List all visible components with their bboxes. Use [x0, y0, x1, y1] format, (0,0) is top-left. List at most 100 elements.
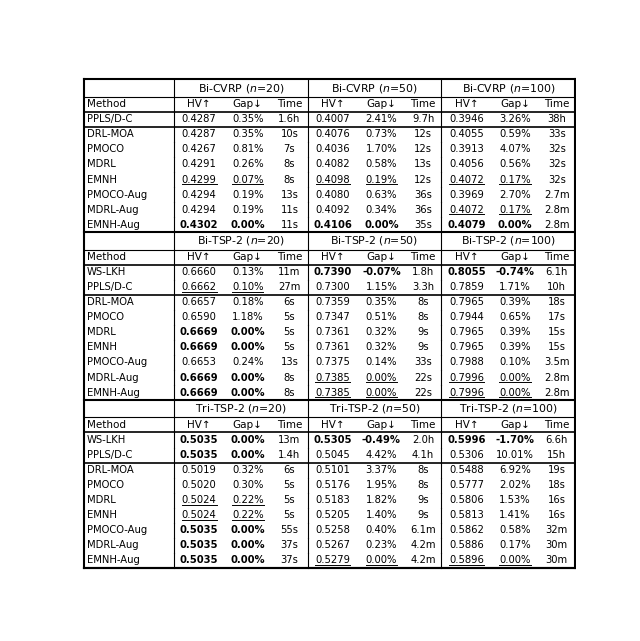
Text: 0.7300: 0.7300 [316, 282, 350, 292]
Text: 0.63%: 0.63% [365, 190, 397, 199]
Text: 1.40%: 1.40% [365, 510, 397, 520]
Text: 1.82%: 1.82% [365, 495, 397, 505]
Text: 0.7385: 0.7385 [316, 372, 350, 383]
Text: WS-LKH: WS-LKH [87, 435, 126, 445]
Text: 0.4072: 0.4072 [449, 204, 484, 215]
Text: 0.7965: 0.7965 [449, 328, 484, 337]
Text: 0.5024: 0.5024 [182, 495, 216, 505]
Text: 12s: 12s [414, 129, 432, 139]
Text: 0.00%: 0.00% [230, 526, 265, 535]
Text: 4.42%: 4.42% [365, 450, 397, 460]
Text: 0.5101: 0.5101 [316, 465, 350, 475]
Text: 0.7996: 0.7996 [449, 388, 484, 397]
Text: 0.22%: 0.22% [232, 495, 264, 505]
Text: 16s: 16s [548, 495, 566, 505]
Text: 8s: 8s [284, 160, 295, 169]
Text: -0.74%: -0.74% [495, 267, 534, 277]
Text: 0.7988: 0.7988 [449, 358, 484, 367]
Text: 18s: 18s [548, 297, 566, 307]
Text: 5s: 5s [284, 342, 295, 353]
Text: 0.32%: 0.32% [232, 465, 264, 475]
Text: MDRL-Aug: MDRL-Aug [87, 540, 139, 551]
Text: MDRL: MDRL [87, 495, 116, 505]
Text: 0.7965: 0.7965 [449, 297, 484, 307]
Text: 38h: 38h [547, 114, 566, 124]
Text: 36s: 36s [414, 190, 432, 199]
Text: 0.5045: 0.5045 [316, 450, 350, 460]
Text: Gap↓: Gap↓ [500, 420, 530, 430]
Text: 0.6669: 0.6669 [180, 372, 218, 383]
Text: 0.26%: 0.26% [232, 160, 264, 169]
Text: 0.00%: 0.00% [230, 328, 265, 337]
Text: 19s: 19s [548, 465, 566, 475]
Text: Time: Time [276, 420, 302, 430]
Text: DRL-MOA: DRL-MOA [87, 465, 134, 475]
Text: EMNH: EMNH [87, 510, 117, 520]
Text: 0.5305: 0.5305 [314, 435, 352, 445]
Text: 0.6590: 0.6590 [182, 312, 216, 322]
Text: 0.58%: 0.58% [499, 526, 531, 535]
Text: 0.00%: 0.00% [499, 388, 531, 397]
Text: 8s: 8s [417, 465, 429, 475]
Text: 36s: 36s [414, 204, 432, 215]
Text: PMOCO-Aug: PMOCO-Aug [87, 190, 147, 199]
Text: Bi-CVRP ($n$=50): Bi-CVRP ($n$=50) [332, 81, 418, 94]
Text: 3.3h: 3.3h [412, 282, 434, 292]
Text: Gap↓: Gap↓ [233, 420, 262, 430]
Text: 9s: 9s [417, 510, 429, 520]
Text: 0.00%: 0.00% [230, 372, 265, 383]
Text: 0.5896: 0.5896 [449, 556, 484, 565]
Text: 13m: 13m [278, 435, 301, 445]
Text: 32s: 32s [548, 174, 566, 185]
Text: 1.18%: 1.18% [232, 312, 264, 322]
Text: HV↑: HV↑ [188, 99, 211, 109]
Text: 0.35%: 0.35% [365, 297, 397, 307]
Text: 0.5279: 0.5279 [316, 556, 350, 565]
Text: 12s: 12s [414, 174, 432, 185]
Text: 6.1h: 6.1h [545, 267, 568, 277]
Text: 0.4076: 0.4076 [316, 129, 350, 139]
Text: 0.00%: 0.00% [230, 388, 265, 397]
Text: 0.4299: 0.4299 [182, 174, 216, 185]
Text: 0.5488: 0.5488 [449, 465, 484, 475]
Text: PMOCO: PMOCO [87, 144, 124, 154]
Text: 0.7944: 0.7944 [449, 312, 484, 322]
Text: 10s: 10s [280, 129, 298, 139]
Text: 1.8h: 1.8h [412, 267, 434, 277]
Text: MDRL: MDRL [87, 160, 116, 169]
Text: DRL-MOA: DRL-MOA [87, 129, 134, 139]
Text: 0.5996: 0.5996 [447, 435, 486, 445]
Text: 5s: 5s [284, 480, 295, 490]
Text: 0.3946: 0.3946 [449, 114, 484, 124]
Text: 55s: 55s [280, 526, 298, 535]
Text: 11m: 11m [278, 267, 301, 277]
Text: 0.5020: 0.5020 [182, 480, 216, 490]
Text: 0.7965: 0.7965 [449, 342, 484, 353]
Text: 30m: 30m [546, 556, 568, 565]
Text: 0.56%: 0.56% [499, 160, 531, 169]
Text: 9s: 9s [417, 328, 429, 337]
Text: PMOCO: PMOCO [87, 480, 124, 490]
Text: 0.6669: 0.6669 [180, 328, 218, 337]
Text: 0.6653: 0.6653 [182, 358, 216, 367]
Text: Gap↓: Gap↓ [500, 99, 530, 109]
Text: 1.15%: 1.15% [365, 282, 397, 292]
Text: 10h: 10h [547, 282, 566, 292]
Text: EMNH-Aug: EMNH-Aug [87, 556, 140, 565]
Text: 0.00%: 0.00% [366, 388, 397, 397]
Text: 9s: 9s [417, 495, 429, 505]
Text: 0.14%: 0.14% [365, 358, 397, 367]
Text: 5s: 5s [284, 328, 295, 337]
Text: 2.8m: 2.8m [544, 204, 570, 215]
Text: 7s: 7s [284, 144, 295, 154]
Text: 0.19%: 0.19% [232, 204, 264, 215]
Text: 0.5258: 0.5258 [316, 526, 350, 535]
Text: 0.4079: 0.4079 [447, 220, 486, 229]
Text: Gap↓: Gap↓ [367, 99, 396, 109]
Text: 8s: 8s [284, 372, 295, 383]
Text: 2.70%: 2.70% [499, 190, 531, 199]
Text: WS-LKH: WS-LKH [87, 267, 126, 277]
Text: 4.07%: 4.07% [499, 144, 531, 154]
Text: Tri-TSP-2 ($n$=100): Tri-TSP-2 ($n$=100) [459, 403, 557, 415]
Text: 0.5035: 0.5035 [180, 435, 218, 445]
